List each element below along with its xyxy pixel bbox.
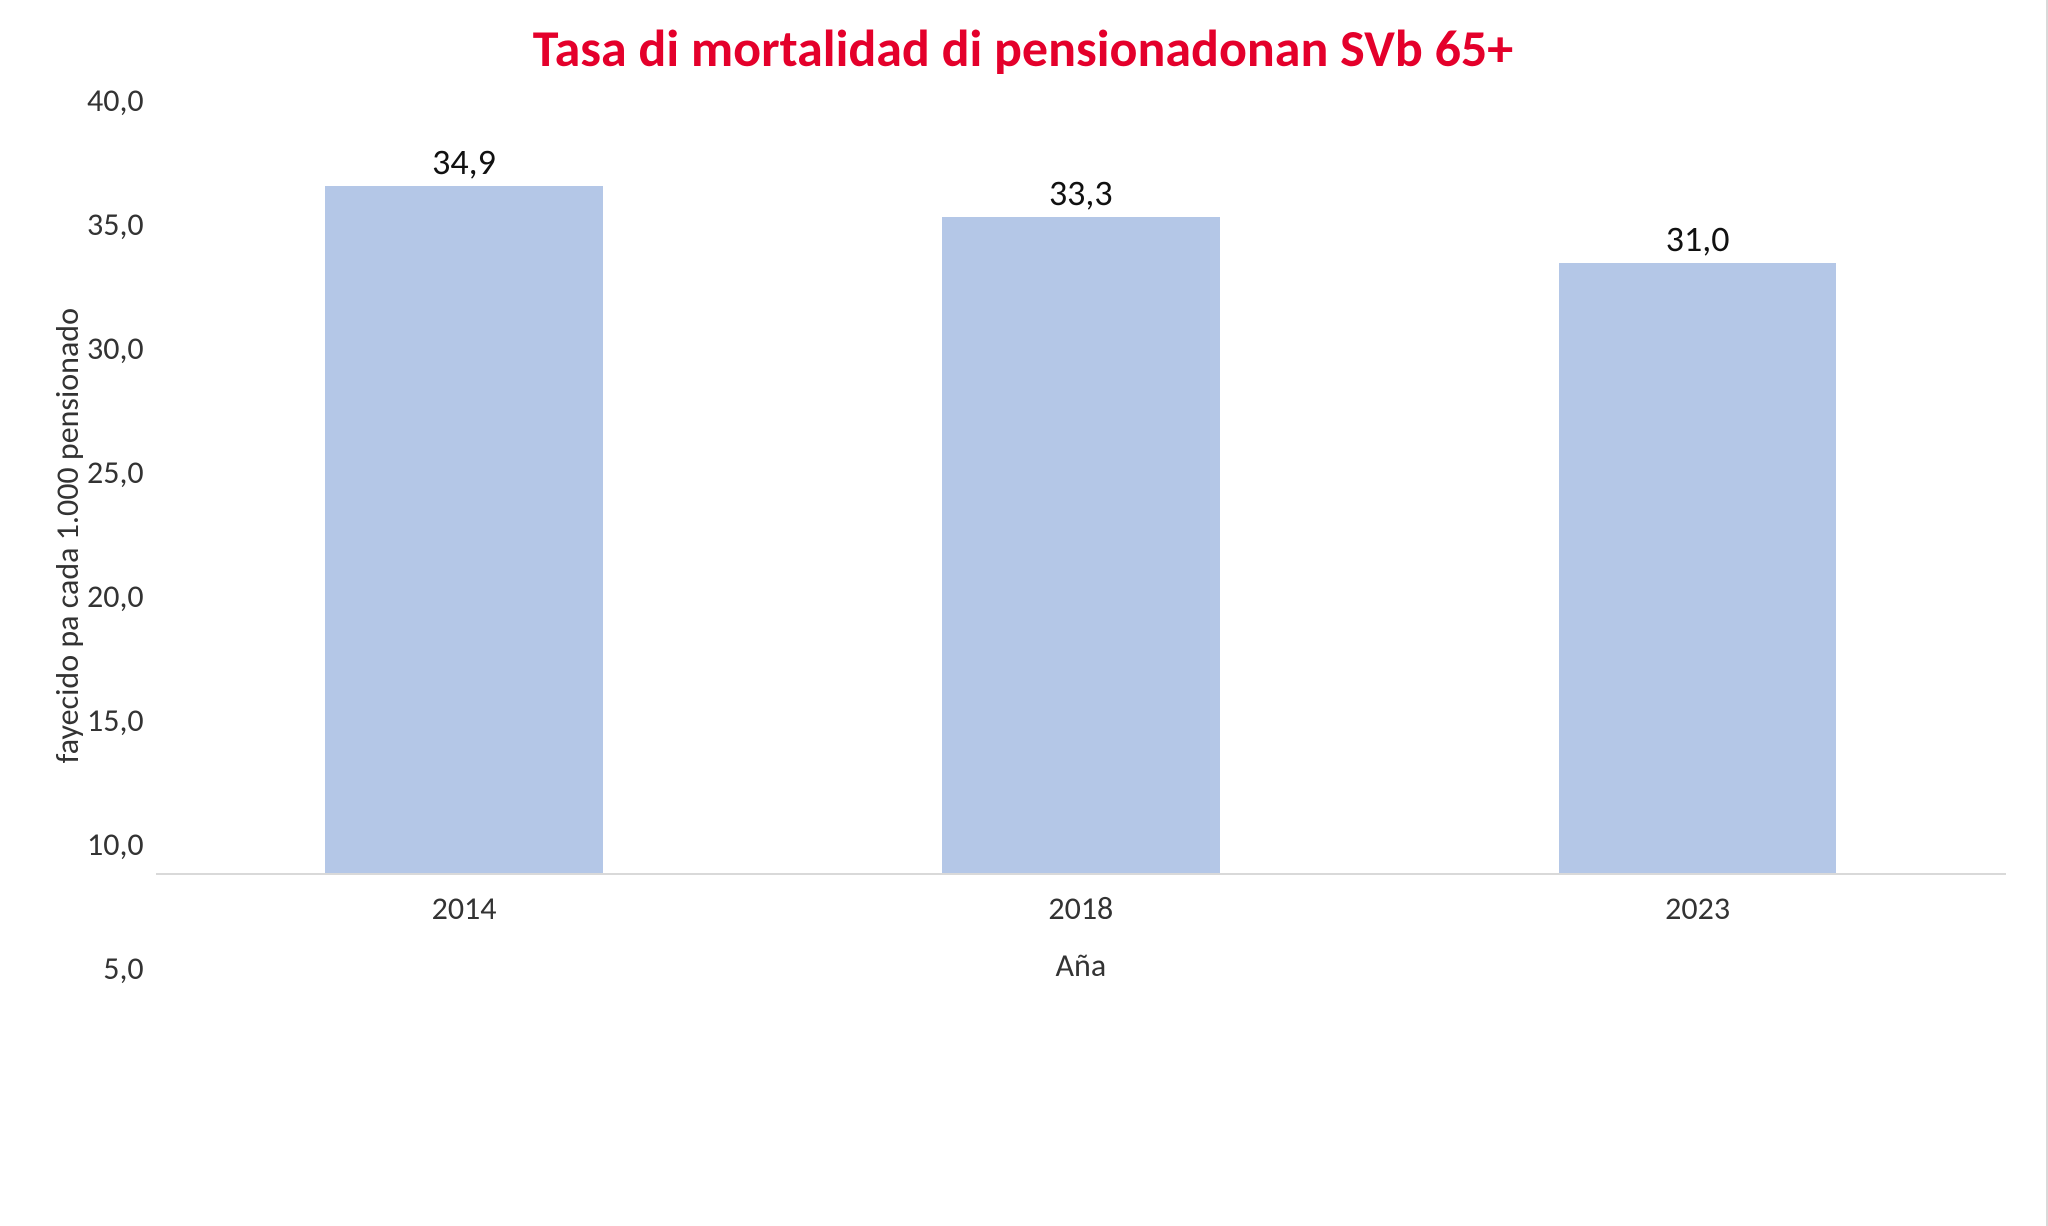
bar-2014: 34,9 (156, 85, 773, 873)
chart-title: Tasa di mortalidad di pensionadonan SVb … (40, 20, 2006, 77)
y-tick: 30,0 (87, 333, 144, 365)
y-tick: 25,0 (87, 457, 144, 489)
x-tick: 2018 (1038, 889, 1123, 928)
x-tick: 2023 (1655, 889, 1740, 928)
bar-rect (1559, 263, 1837, 874)
x-tick: 2014 (422, 889, 507, 928)
bar-value-label: 31,0 (1666, 221, 1730, 257)
plot-area: 34,9 33,3 31,0 (156, 85, 2006, 875)
mortality-bar-chart: Tasa di mortalidad di pensionadonan SVb … (0, 0, 2048, 1226)
y-axis-ticks: 40,0 35,0 30,0 25,0 20,0 15,0 10,0 5,0 (87, 85, 156, 985)
bar-rect (325, 186, 603, 874)
y-tick: 10,0 (87, 829, 144, 861)
y-tick: 15,0 (87, 705, 144, 737)
bar-value-label: 33,3 (1049, 175, 1113, 211)
chart-body: fayecido pa cada 1.000 pensionado 40,0 35… (40, 85, 2006, 985)
bar-value-label: 34,9 (432, 144, 496, 180)
bars-container: 34,9 33,3 31,0 (156, 85, 2006, 873)
bar-2023: 31,0 (1389, 85, 2006, 873)
y-tick: 35,0 (87, 209, 144, 241)
x-axis-label: Aña (156, 928, 2006, 985)
bar-rect (942, 217, 1220, 873)
y-tick: 40,0 (87, 85, 144, 117)
y-tick: 5,0 (103, 953, 143, 985)
y-tick: 20,0 (87, 581, 144, 613)
y-axis-label: fayecido pa cada 1.000 pensionado (40, 308, 87, 763)
x-axis-ticks: 2014 2018 2023 (156, 875, 2006, 928)
bar-2018: 33,3 (772, 85, 1389, 873)
